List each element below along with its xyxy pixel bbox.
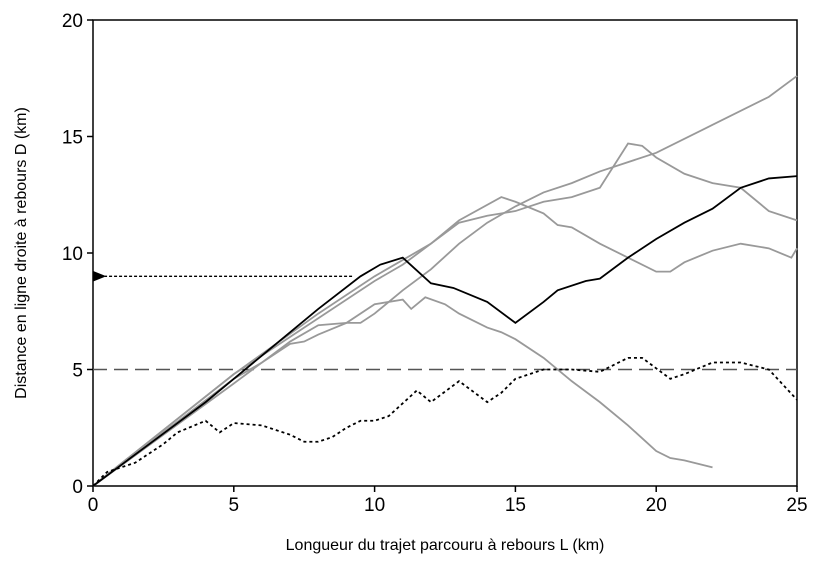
series-line xyxy=(92,296,713,487)
series-line xyxy=(92,142,798,487)
y-axis-label: Distance en ligne droite à rebours D (km… xyxy=(13,107,30,399)
series-line xyxy=(92,196,798,487)
x-axis-label: Longueur du trajet parcouru à rebours L … xyxy=(286,537,605,554)
series-line xyxy=(92,75,798,487)
x-tick-label: 25 xyxy=(786,495,807,516)
x-tick-label: 10 xyxy=(364,495,385,516)
y-tick-label: 10 xyxy=(62,244,83,265)
y-tick-label: 15 xyxy=(62,128,83,149)
plot-frame xyxy=(92,19,798,487)
series-line xyxy=(92,356,798,487)
x-tick-label: 20 xyxy=(646,495,667,516)
y-tick-label: 0 xyxy=(72,477,83,498)
x-tick-label: 0 xyxy=(88,495,99,516)
y-tick-label: 20 xyxy=(62,11,83,32)
x-tick-label: 5 xyxy=(229,495,240,516)
series-line xyxy=(92,175,798,487)
y-tick-label: 5 xyxy=(72,361,83,382)
x-tick-label: 15 xyxy=(505,495,526,516)
